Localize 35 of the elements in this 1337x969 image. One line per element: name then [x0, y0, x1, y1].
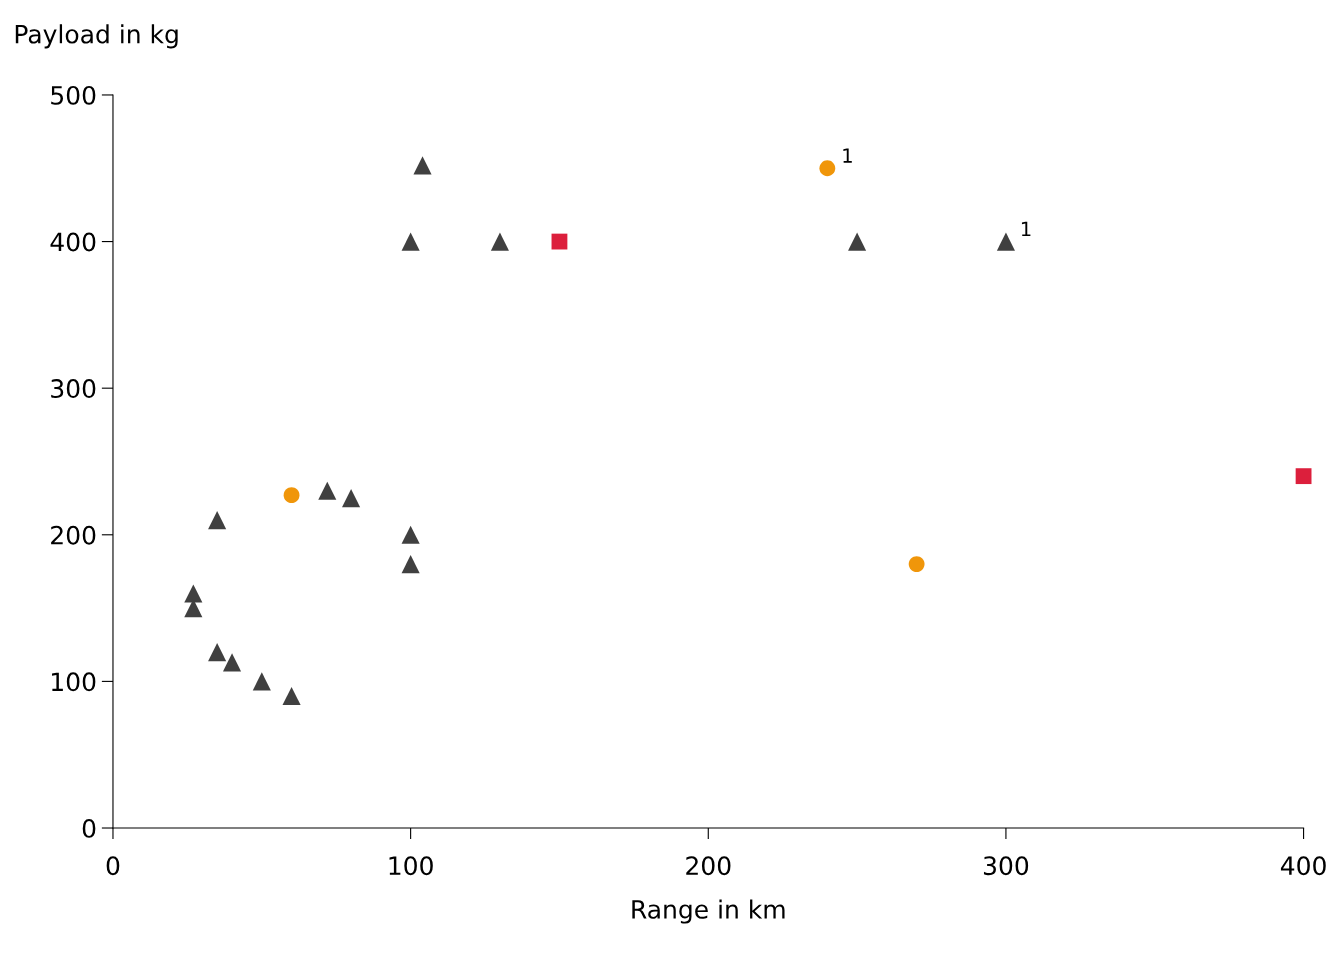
point — [490, 232, 509, 251]
x-tick-label: 200 — [686, 856, 731, 876]
x-tick-label: 300 — [983, 856, 1029, 876]
point — [208, 511, 227, 530]
y-tick-label: 100 — [52, 672, 96, 692]
annotation: 1 — [1021, 221, 1031, 237]
point — [401, 555, 420, 574]
point — [184, 584, 203, 603]
point — [252, 672, 271, 691]
x-axis-title: Range in km — [632, 899, 785, 924]
y-tick-label: 0 — [82, 818, 96, 838]
x-tick-label: 0 — [106, 856, 120, 876]
point — [551, 233, 568, 250]
annotation: 1 — [843, 148, 852, 163]
point — [908, 556, 925, 573]
point — [401, 232, 420, 251]
point — [318, 481, 337, 500]
y-tick-label: 300 — [51, 379, 96, 399]
y-tick-label: 400 — [50, 232, 96, 252]
x-tick-label: 400 — [1280, 856, 1326, 876]
point — [413, 156, 432, 175]
point — [283, 487, 300, 504]
point — [222, 653, 242, 672]
point — [848, 232, 867, 251]
point — [819, 160, 836, 177]
point — [282, 687, 301, 706]
x-tick-label: 100 — [389, 856, 433, 876]
point — [342, 489, 361, 508]
point — [208, 643, 227, 662]
point — [1295, 468, 1312, 485]
y-tick-label: 200 — [51, 525, 96, 545]
point — [996, 232, 1015, 251]
y-tick-label: 500 — [51, 85, 96, 105]
y-axis-title: Payload in kg — [15, 24, 178, 49]
point — [401, 525, 420, 544]
